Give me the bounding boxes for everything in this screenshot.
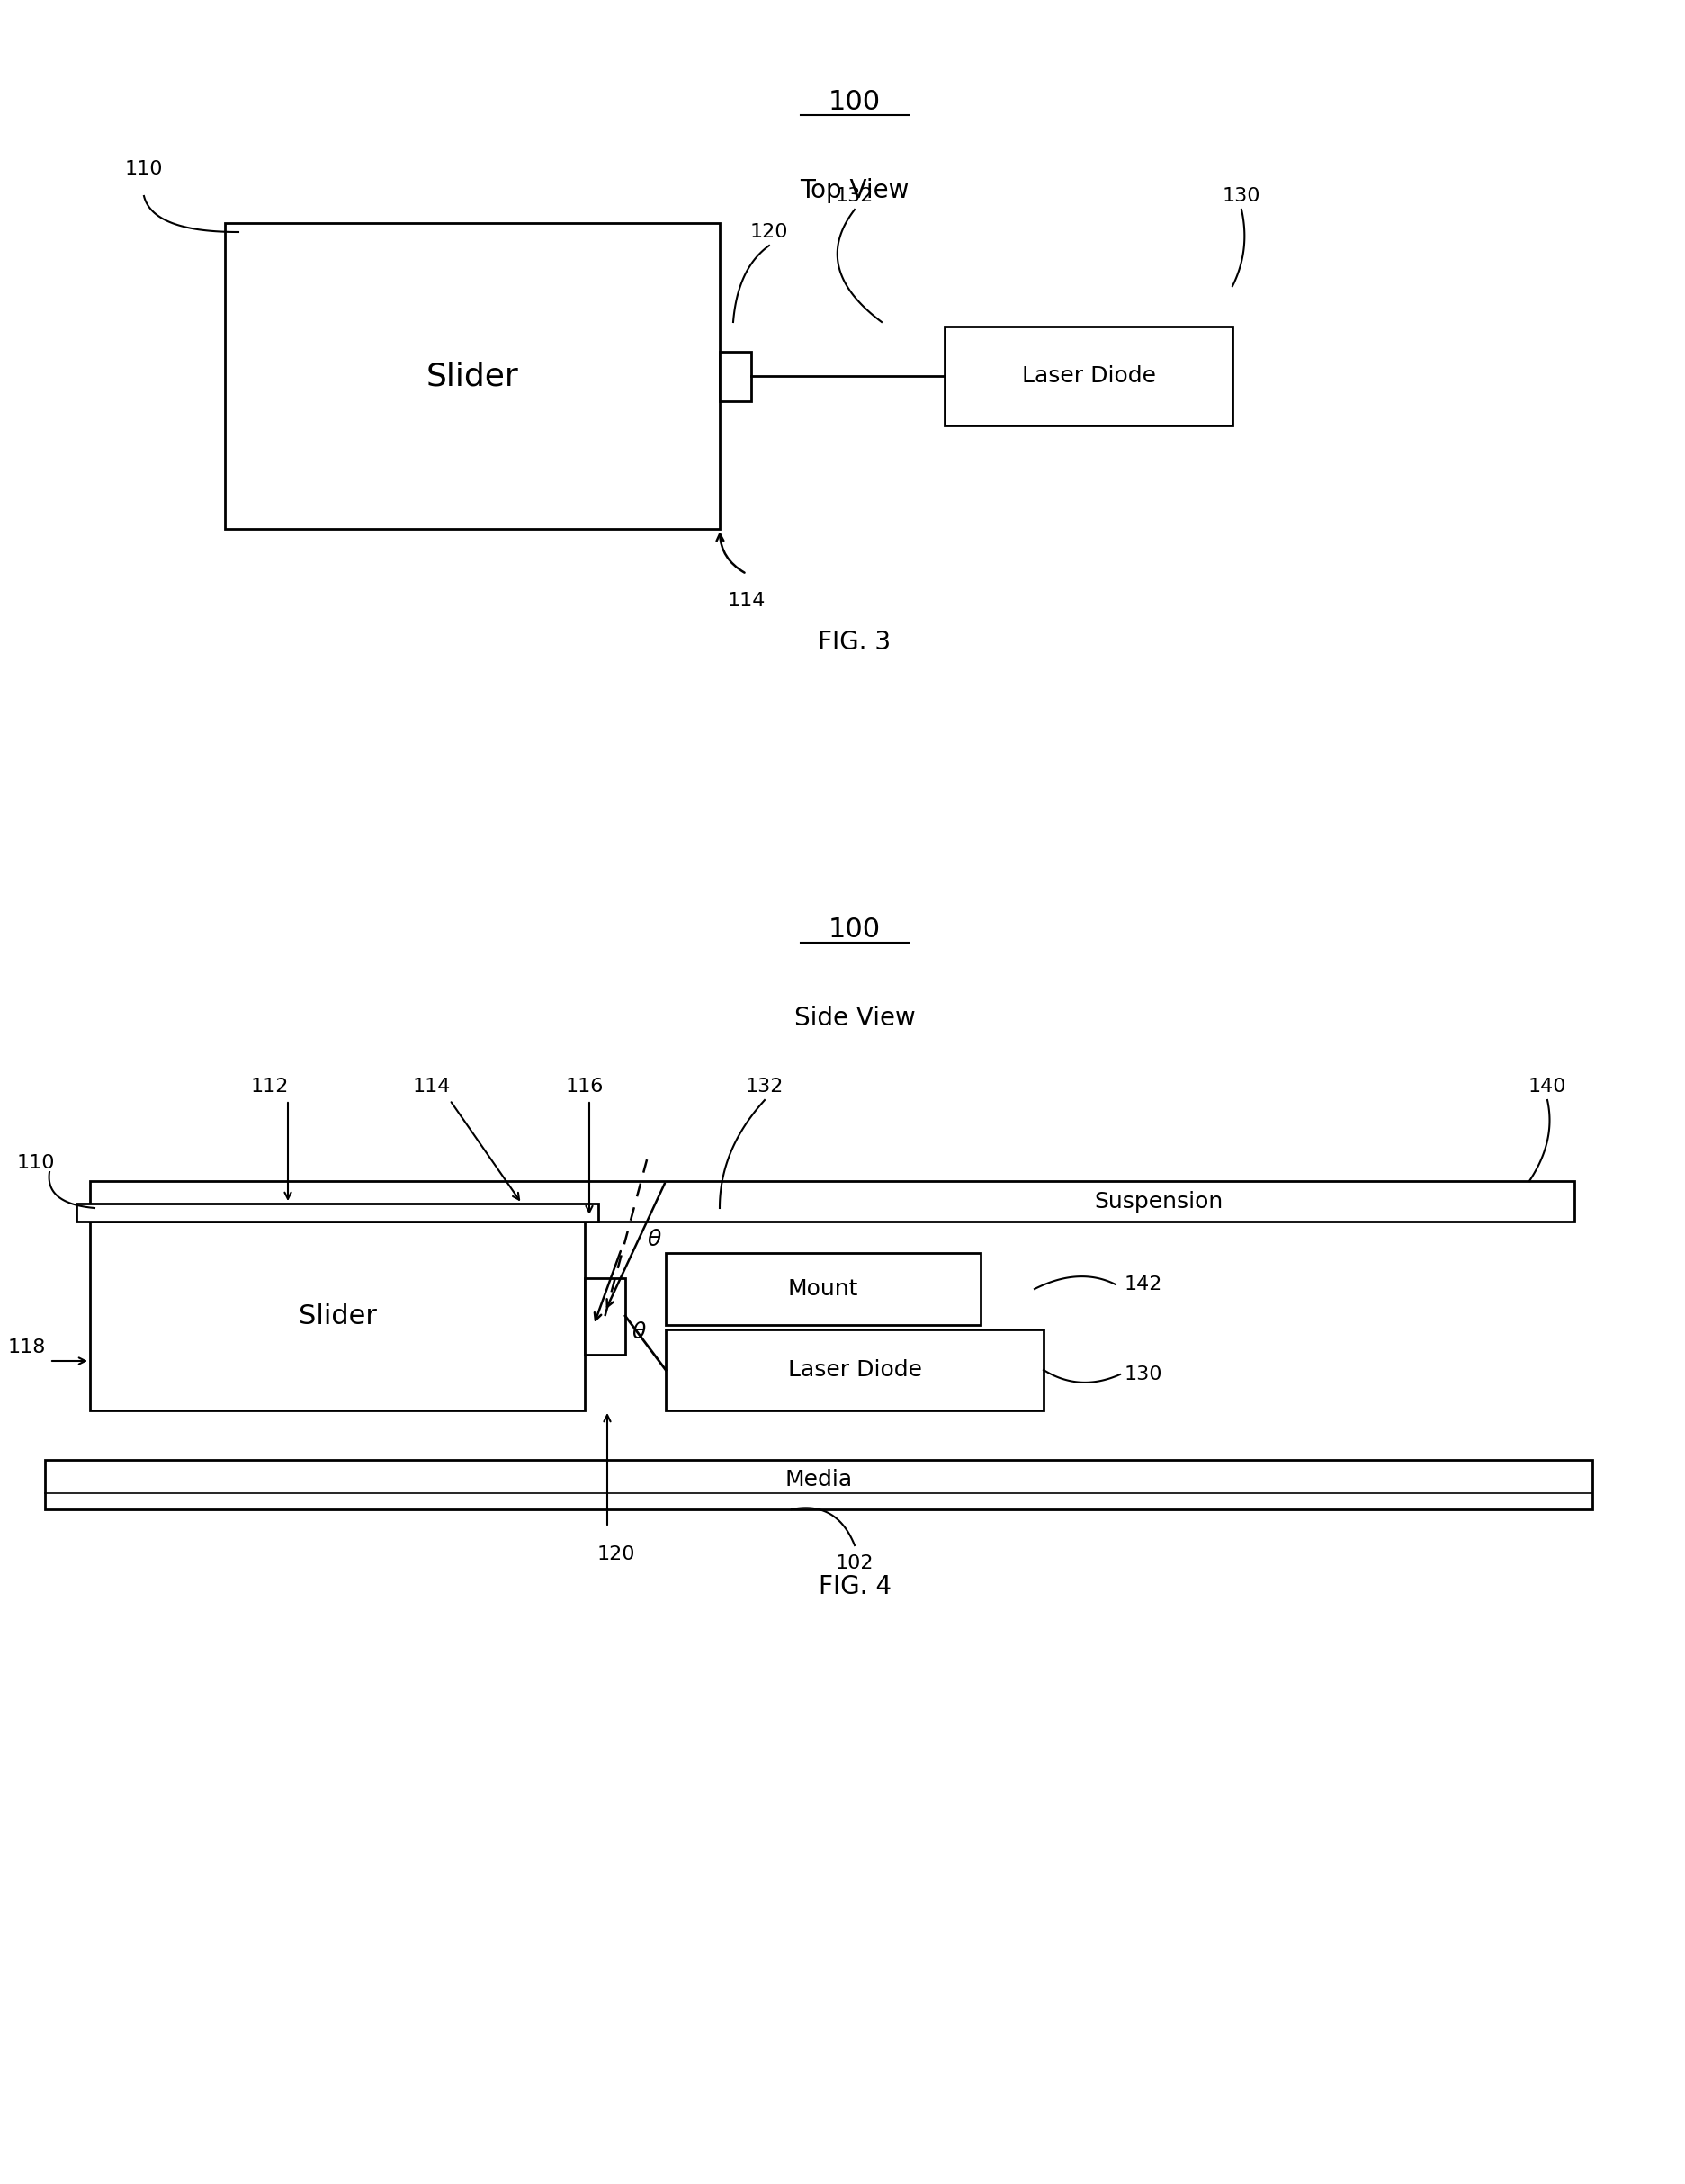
Text: Laser Diode: Laser Diode	[787, 1358, 922, 1380]
Text: Slider: Slider	[298, 1304, 376, 1330]
Text: 100: 100	[827, 90, 880, 116]
Text: 110: 110	[125, 159, 163, 179]
Text: 132: 132	[836, 188, 873, 205]
Text: Mount: Mount	[787, 1278, 858, 1299]
Text: θ: θ	[632, 1321, 645, 1343]
Text: 112: 112	[251, 1077, 288, 1096]
Text: 130: 130	[1222, 188, 1260, 205]
Bar	[585, 1278, 625, 1354]
Bar	[89, 1221, 585, 1411]
Text: 114: 114	[728, 592, 765, 609]
Text: 110: 110	[17, 1153, 56, 1173]
Text: Media: Media	[785, 1470, 853, 1492]
Text: 100: 100	[827, 917, 880, 943]
Text: Laser Diode: Laser Diode	[1021, 365, 1154, 387]
Bar	[666, 1254, 981, 1326]
Text: FIG. 3: FIG. 3	[817, 629, 891, 655]
Text: 116: 116	[566, 1077, 603, 1096]
Text: 114: 114	[413, 1077, 450, 1096]
Text: Suspension: Suspension	[1094, 1190, 1223, 1212]
Text: 142: 142	[1124, 1275, 1163, 1293]
Text: 102: 102	[836, 1555, 873, 1572]
Bar	[45, 1459, 1592, 1509]
Text: 120: 120	[750, 223, 789, 240]
Text: 120: 120	[596, 1546, 635, 1564]
Text: Top View: Top View	[800, 179, 908, 203]
Bar	[666, 1330, 1043, 1411]
Text: θ: θ	[647, 1230, 661, 1249]
Text: 140: 140	[1527, 1077, 1565, 1096]
Bar	[944, 328, 1232, 426]
Text: Side View: Side View	[794, 1005, 915, 1031]
Text: FIG. 4: FIG. 4	[817, 1575, 891, 1599]
Text: 130: 130	[1124, 1365, 1163, 1382]
Bar	[719, 352, 752, 400]
Bar	[76, 1203, 598, 1221]
Text: 132: 132	[745, 1077, 784, 1096]
Bar	[224, 223, 719, 529]
Text: 118: 118	[8, 1339, 45, 1356]
Text: Slider: Slider	[426, 360, 519, 391]
Bar	[89, 1182, 1574, 1221]
